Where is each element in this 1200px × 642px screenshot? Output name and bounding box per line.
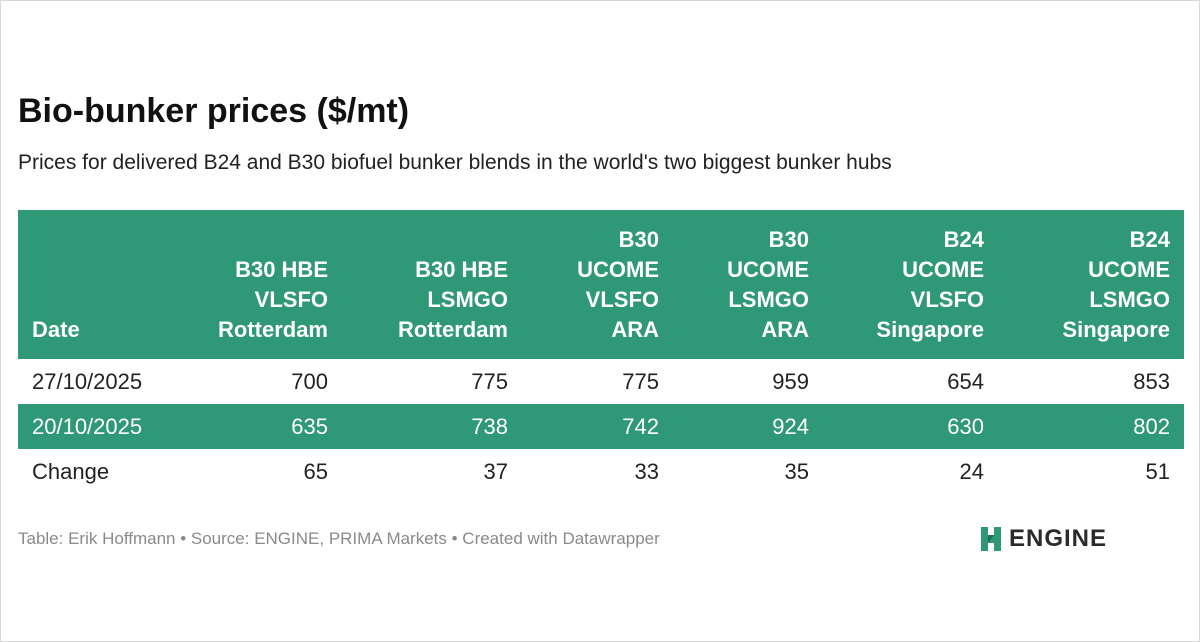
column-header-line: UCOME: [577, 257, 659, 282]
engine-logo: ENGINE: [979, 523, 1107, 555]
column-header-b30-hbe-lsmgo-rotterdam: B30 HBE LSMGO Rotterdam: [342, 210, 522, 359]
column-header-line: ARA: [761, 317, 809, 342]
table-row: 20/10/2025 635 738 742 924 630 802: [18, 404, 1184, 449]
column-header-line: B24: [1129, 227, 1170, 252]
table-cell-value: 635: [291, 413, 328, 439]
table-cell-value: 924: [772, 413, 809, 439]
table-cell-date: 20/10/2025: [32, 413, 143, 439]
table-cell-value: 738: [471, 413, 508, 439]
column-header-date: Date: [18, 210, 198, 359]
table-cell-value: 775: [622, 368, 659, 394]
column-header-b30-ucome-vlsfo-ara: B30 UCOME VLSFO ARA: [522, 210, 673, 359]
column-header-line: Singapore: [876, 317, 984, 342]
column-header-line: VLSFO: [254, 287, 328, 312]
column-header-line: VLSFO: [585, 287, 659, 312]
column-header-b30-hbe-vlsfo-rotterdam: B30 HBE VLSFO Rotterdam: [198, 210, 342, 359]
table-cell-value: 35: [784, 458, 809, 484]
table-cell-date: 27/10/2025: [32, 368, 143, 394]
column-header-line: B24: [943, 227, 984, 252]
column-header-line: B30: [618, 227, 659, 252]
table-cell-value: 65: [303, 458, 328, 484]
column-header-line: B30: [768, 227, 809, 252]
table-cell-value: 630: [947, 413, 984, 439]
table-cell-value: 775: [471, 368, 508, 394]
column-header-line: ARA: [611, 317, 659, 342]
column-header-line: LSMGO: [728, 287, 809, 312]
table-cell-value: 700: [291, 368, 328, 394]
source-footer: Table: Erik Hoffmann • Source: ENGINE, P…: [18, 529, 660, 548]
table-row: 27/10/2025 700 775 775 959 654 853: [18, 359, 1184, 404]
column-header-b24-ucome-lsmgo-singapore: B24 UCOME LSMGO Singapore: [998, 210, 1184, 359]
column-header-line: UCOME: [1088, 257, 1170, 282]
table-cell-value: 959: [772, 368, 809, 394]
table-cell-value: 853: [1133, 368, 1170, 394]
column-header-b24-ucome-vlsfo-singapore: B24 UCOME VLSFO Singapore: [823, 210, 998, 359]
column-header-line: B30 HBE: [235, 257, 328, 282]
table-cell-value: 37: [483, 458, 508, 484]
table-cell-value: 742: [622, 413, 659, 439]
column-header-b30-ucome-lsmgo-ara: B30 UCOME LSMGO ARA: [673, 210, 823, 359]
chart-subtitle: Prices for delivered B24 and B30 biofuel…: [18, 151, 892, 174]
table-cell-label: Change: [32, 458, 110, 484]
table-cell-value: 33: [634, 458, 659, 484]
column-header-line: VLSFO: [910, 287, 984, 312]
column-header-line: LSMGO: [1089, 287, 1170, 312]
chart-title: Bio-bunker prices ($/mt): [18, 92, 410, 130]
column-header-line: B30 HBE: [415, 257, 508, 282]
table-cell-value: 654: [947, 368, 984, 394]
table-header-row: Date B30 HBE VLSFO Rotterdam B30 HBE LSM…: [18, 210, 1184, 359]
column-header-line: Date: [32, 317, 80, 342]
column-header-line: UCOME: [902, 257, 984, 282]
column-header-line: Rotterdam: [397, 317, 508, 342]
column-header-line: LSMGO: [427, 287, 508, 312]
table-row: Change 65 37 33 35 24 51: [18, 449, 1184, 494]
column-header-line: Singapore: [1062, 317, 1170, 342]
column-header-line: Rotterdam: [217, 317, 328, 342]
engine-logo-text: ENGINE: [1009, 525, 1108, 552]
table-cell-value: 51: [1145, 458, 1170, 484]
price-table: Date B30 HBE VLSFO Rotterdam B30 HBE LSM…: [18, 210, 1184, 494]
column-header-line: UCOME: [727, 257, 809, 282]
table-cell-value: 802: [1133, 413, 1170, 439]
engine-logo-icon: [981, 527, 1001, 551]
table-cell-value: 24: [959, 458, 984, 484]
